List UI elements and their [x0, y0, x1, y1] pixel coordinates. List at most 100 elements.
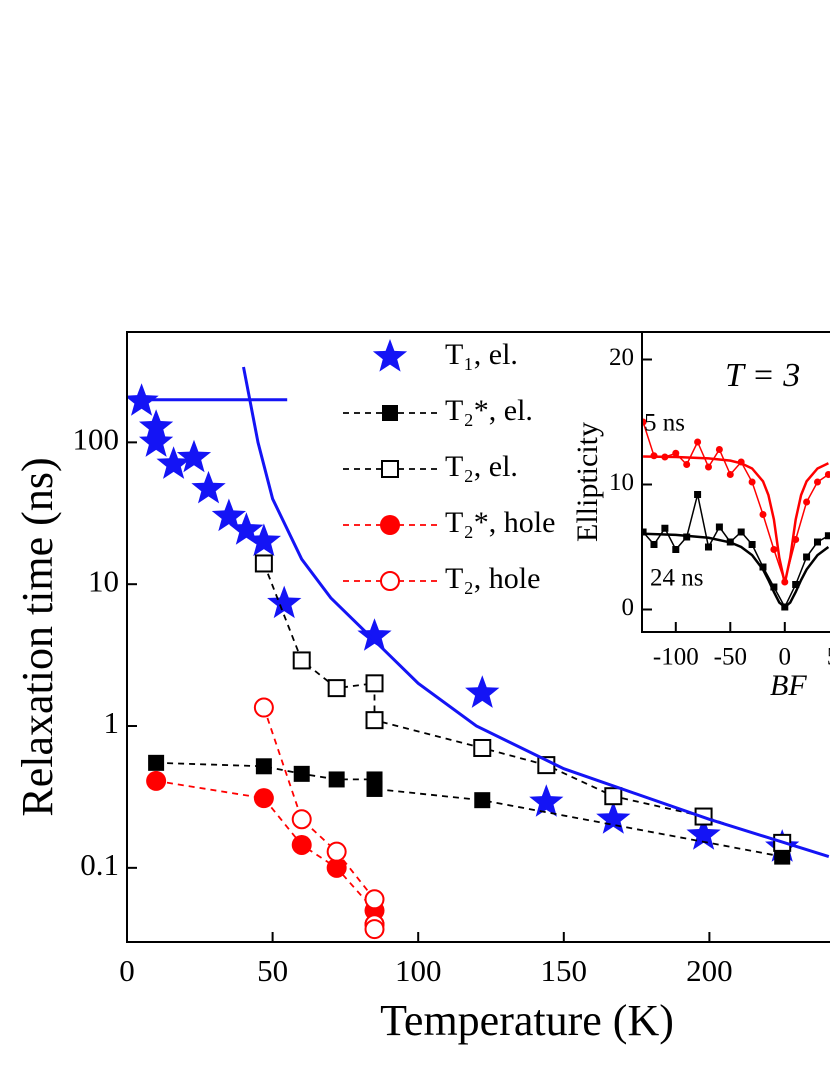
dot-marker [650, 541, 658, 548]
dot-marker [683, 461, 691, 468]
circle-marker [253, 697, 274, 718]
series-line [643, 532, 830, 609]
axes-frame [641, 331, 830, 633]
series-line [156, 761, 783, 858]
plot-area [642, 418, 830, 611]
legend-label: T₂*, hole [445, 506, 555, 539]
x-axis-label: Temperature (K) [380, 996, 674, 1045]
dot-marker [813, 538, 821, 546]
y-axis-label: Relaxation time (ns) [13, 457, 62, 816]
star-marker [465, 675, 500, 708]
square-marker [293, 765, 310, 782]
dot-marker [770, 583, 778, 591]
dot-marker [704, 463, 712, 471]
square-marker [292, 651, 311, 670]
dot-marker [661, 524, 669, 532]
star-marker [246, 523, 281, 557]
square-marker [366, 780, 383, 797]
dot-marker [748, 478, 756, 486]
square-marker [365, 711, 384, 730]
circle-marker [364, 889, 385, 910]
legend-marker [372, 339, 408, 372]
legend-marker [382, 405, 398, 421]
legend-label: T₂, el. [445, 450, 518, 483]
square-marker [604, 787, 623, 806]
x-tick-label: 50 [827, 644, 830, 671]
dot-marker [813, 478, 821, 486]
axes-frame [126, 331, 830, 943]
y-tick-label: 0.1 [80, 847, 119, 882]
square-marker [774, 848, 791, 865]
star-marker [156, 446, 191, 479]
dot-marker [824, 471, 830, 478]
y-tick-label: 20 [609, 344, 634, 371]
legend-marker [381, 460, 399, 478]
square-marker [473, 738, 492, 757]
x-tick-label: 50 [257, 953, 288, 988]
dot-marker [642, 418, 647, 426]
star-marker [139, 424, 174, 457]
x-tick-label: 100 [395, 953, 442, 988]
circle-marker [326, 857, 347, 878]
series-line [155, 780, 376, 925]
star-marker [211, 498, 246, 532]
series-line [242, 366, 830, 859]
square-marker [365, 674, 384, 693]
series-line [643, 455, 829, 584]
circle-marker [291, 809, 312, 830]
dot-marker [715, 523, 723, 531]
dot-marker [672, 449, 680, 457]
star-marker [267, 585, 302, 619]
dot-marker [792, 581, 800, 588]
circle-marker [253, 788, 274, 809]
legend-marker [380, 515, 400, 535]
square-marker [327, 679, 346, 698]
dot-marker [748, 541, 756, 548]
legend-label: T₁, el. [445, 338, 518, 371]
dot-marker [694, 438, 702, 446]
dot-marker [803, 498, 811, 506]
square-marker [148, 754, 165, 771]
square-marker [255, 758, 272, 775]
x-tick-label: 150 [541, 953, 588, 988]
square-marker [254, 554, 273, 573]
legend-label: T₂*, el. [445, 394, 533, 427]
dot-marker [803, 553, 811, 561]
inset-y-label: Ellipticity [571, 422, 604, 542]
star-marker [529, 784, 564, 817]
legend-marker [380, 571, 400, 591]
y-tick-label: 100 [73, 421, 120, 456]
dot-marker [704, 543, 712, 551]
inset-annotation: 24 ns [650, 565, 703, 592]
x-tick-label: 0 [119, 953, 135, 988]
x-tick-label: 200 [686, 953, 733, 988]
inset-annotation: 5 ns [644, 410, 685, 437]
x-tick-label: -50 [714, 644, 747, 671]
star-marker [191, 470, 226, 504]
legend-label: T₂, hole [445, 562, 540, 595]
y-tick-label: 0 [622, 594, 635, 621]
dot-marker [672, 546, 680, 553]
star-marker [686, 817, 721, 850]
x-tick-label: -100 [653, 644, 699, 671]
dot-marker [759, 511, 767, 518]
circle-marker [326, 841, 347, 862]
star-marker [596, 801, 631, 834]
y-tick-label: 1 [104, 705, 120, 740]
circle-marker [291, 834, 312, 855]
dot-marker [737, 528, 745, 536]
dot-marker [770, 546, 778, 553]
star-marker [176, 439, 212, 473]
dot-marker [824, 532, 830, 540]
square-marker [474, 792, 491, 809]
y-tick-label: 10 [88, 563, 119, 598]
series-line [263, 563, 783, 844]
dot-marker [759, 563, 767, 571]
dot-marker [694, 491, 702, 498]
square-marker [328, 771, 345, 788]
dot-marker [642, 528, 647, 536]
star-marker [357, 618, 392, 651]
x-tick-label: 0 [779, 644, 792, 671]
inset-annotation: T = 3 [725, 357, 800, 394]
